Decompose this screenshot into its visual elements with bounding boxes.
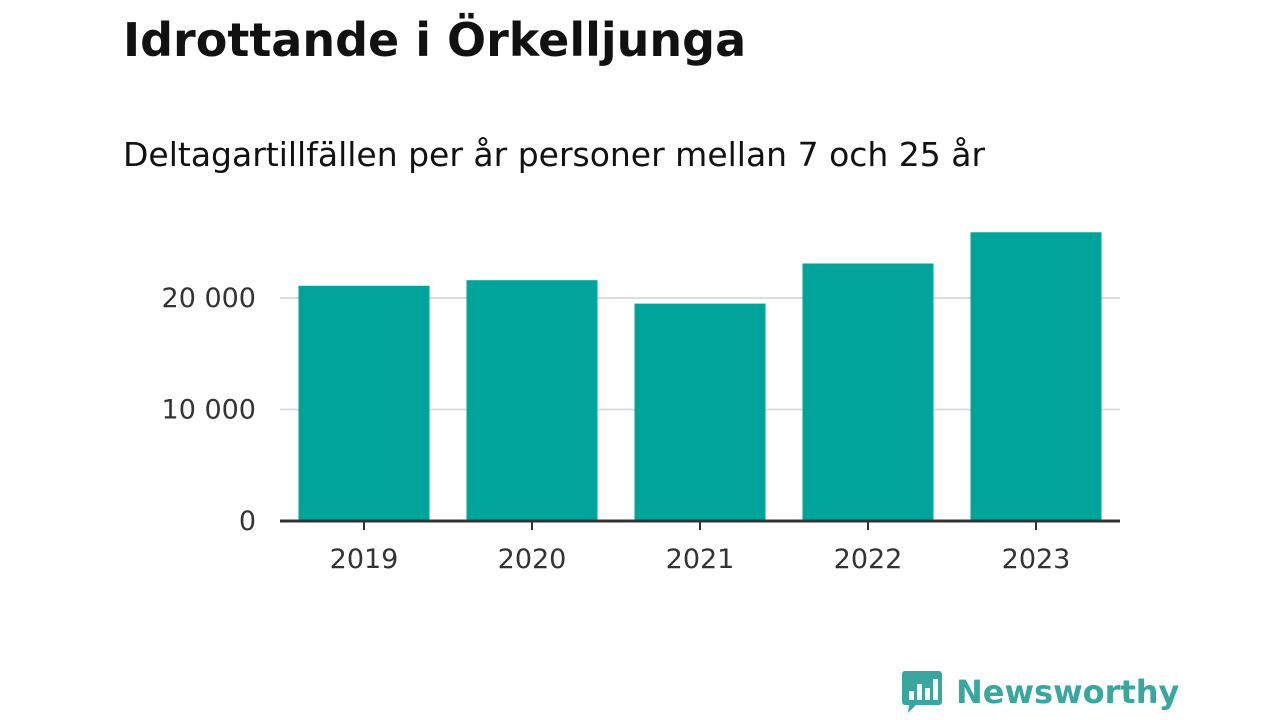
axes: 0 10 000 20 000 2019 2020 2021 2022 2023 xyxy=(162,283,1120,575)
y-tick-label: 10 000 xyxy=(162,395,256,426)
bar-2020 xyxy=(466,280,598,521)
newsworthy-logo: Newsworthy xyxy=(902,670,1179,714)
x-tick-label: 2022 xyxy=(834,544,903,575)
bar-chart: 0 10 000 20 000 2019 2020 2021 2022 2023 xyxy=(162,232,1120,575)
bar-2021 xyxy=(634,303,766,521)
chart-subtitle: Deltagartillfällen per år personer mella… xyxy=(123,135,986,174)
bars xyxy=(298,232,1102,521)
x-tick-label: 2023 xyxy=(1002,544,1071,575)
brand-name: Newsworthy xyxy=(956,673,1180,711)
bar-2019 xyxy=(298,285,430,521)
bar-2023 xyxy=(970,232,1102,521)
x-tick-label: 2019 xyxy=(330,544,399,575)
x-tick-label: 2020 xyxy=(498,544,567,575)
bar-2022 xyxy=(802,263,934,521)
y-tick-label: 20 000 xyxy=(162,283,256,314)
bar-chart-speech-bubble-icon xyxy=(902,671,942,713)
y-tick-label: 0 xyxy=(239,506,256,537)
x-tick-label: 2021 xyxy=(666,544,735,575)
chart-title: Idrottande i Örkelljunga xyxy=(123,13,747,67)
